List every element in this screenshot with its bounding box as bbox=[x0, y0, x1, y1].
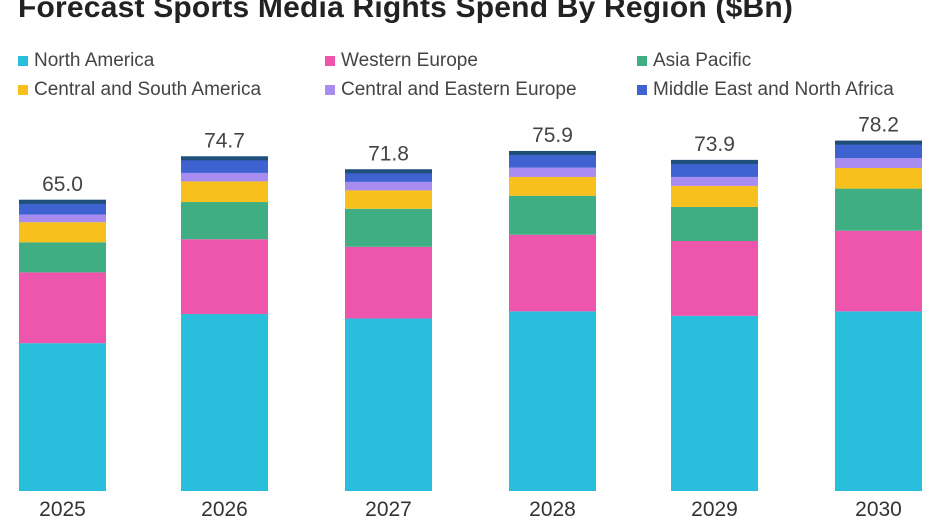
legend-label: Western Europe bbox=[341, 50, 478, 71]
legend-swatch bbox=[325, 56, 335, 66]
bar-segment-central-and-eastern-europe bbox=[835, 158, 922, 168]
bar-segment-central-and-south-america bbox=[509, 176, 596, 196]
bar-segment-north-america bbox=[671, 315, 758, 491]
legend-swatch bbox=[637, 85, 647, 95]
chart-title: Forecast Sports Media Rights Spend By Re… bbox=[18, 0, 794, 24]
bar-segment-asia-pacific bbox=[509, 195, 596, 235]
bar-segment-central-and-south-america bbox=[835, 167, 922, 189]
bar-segment-north-america bbox=[19, 343, 106, 491]
x-tick-label: 2028 bbox=[529, 498, 576, 521]
bar-segment-middle-east-and-north-africa bbox=[509, 150, 596, 168]
x-tick-label: 2030 bbox=[855, 498, 902, 521]
bar-top-cap bbox=[181, 156, 268, 161]
bar-segment-middle-east-and-north-africa bbox=[671, 159, 758, 177]
bar-segment-asia-pacific bbox=[19, 242, 106, 273]
bar-segment-asia-pacific bbox=[181, 202, 268, 240]
legend-item: Middle East and North Africa bbox=[637, 79, 894, 101]
bar-segment-north-america bbox=[509, 311, 596, 491]
legend-item: Central and South America bbox=[18, 79, 261, 101]
legend-label: Middle East and North Africa bbox=[653, 79, 894, 100]
bar-segment-central-and-south-america bbox=[671, 185, 758, 207]
bar-segment-central-and-eastern-europe bbox=[181, 172, 268, 182]
bar-segment-middle-east-and-north-africa bbox=[181, 156, 268, 173]
legend-label: Asia Pacific bbox=[653, 50, 752, 71]
legend-swatch bbox=[637, 56, 647, 66]
total-label: 71.8 bbox=[368, 142, 409, 165]
legend-swatch bbox=[18, 85, 28, 95]
bar-segment-north-america bbox=[181, 314, 268, 491]
bar-segment-asia-pacific bbox=[345, 208, 432, 247]
legend-item: Asia Pacific bbox=[637, 50, 751, 72]
bar-segment-central-and-south-america bbox=[345, 190, 432, 209]
bar-segment-middle-east-and-north-africa bbox=[835, 140, 922, 159]
total-label: 73.9 bbox=[694, 133, 735, 156]
bar-segment-central-and-south-america bbox=[181, 181, 268, 203]
x-tick-label: 2026 bbox=[201, 498, 248, 521]
bar-segment-central-and-south-america bbox=[19, 222, 106, 243]
legend-label: North America bbox=[34, 50, 155, 71]
bar-segment-north-america bbox=[345, 318, 432, 491]
bar-segment-central-and-eastern-europe bbox=[19, 214, 106, 223]
legend-label: Central and Eastern Europe bbox=[341, 79, 577, 100]
legend-item: North America bbox=[18, 50, 154, 72]
bar-top-cap bbox=[835, 140, 922, 145]
bar-segment-central-and-eastern-europe bbox=[509, 167, 596, 177]
bar-top-cap bbox=[671, 159, 758, 164]
total-label: 75.9 bbox=[532, 124, 573, 147]
total-label: 78.2 bbox=[858, 114, 899, 137]
x-tick-label: 2027 bbox=[365, 498, 412, 521]
bar-segment-western-europe bbox=[345, 246, 432, 319]
bar-segment-north-america bbox=[835, 311, 922, 491]
bar-top-cap bbox=[19, 199, 106, 204]
legend-item: Central and Eastern Europe bbox=[325, 79, 577, 101]
bar-segment-western-europe bbox=[671, 241, 758, 316]
bar-top-cap bbox=[345, 169, 432, 174]
total-label: 74.7 bbox=[204, 129, 245, 152]
x-tick-label: 2029 bbox=[691, 498, 738, 521]
bar-segment-western-europe bbox=[19, 272, 106, 344]
bar-top-cap bbox=[509, 150, 596, 155]
bar-segment-central-and-eastern-europe bbox=[345, 181, 432, 191]
legend-label: Central and South America bbox=[34, 79, 262, 100]
legend-swatch bbox=[18, 56, 28, 66]
bar-segment-asia-pacific bbox=[671, 206, 758, 242]
bar-segment-western-europe bbox=[181, 239, 268, 315]
bar-segment-central-and-eastern-europe bbox=[671, 176, 758, 186]
legend-swatch bbox=[325, 85, 335, 95]
bar-segment-western-europe bbox=[835, 230, 922, 312]
legend-item: Western Europe bbox=[325, 50, 478, 72]
total-label: 65.0 bbox=[42, 173, 83, 196]
bar-segment-asia-pacific bbox=[835, 188, 922, 231]
bar-segment-western-europe bbox=[509, 234, 596, 312]
x-tick-label: 2025 bbox=[39, 498, 86, 521]
